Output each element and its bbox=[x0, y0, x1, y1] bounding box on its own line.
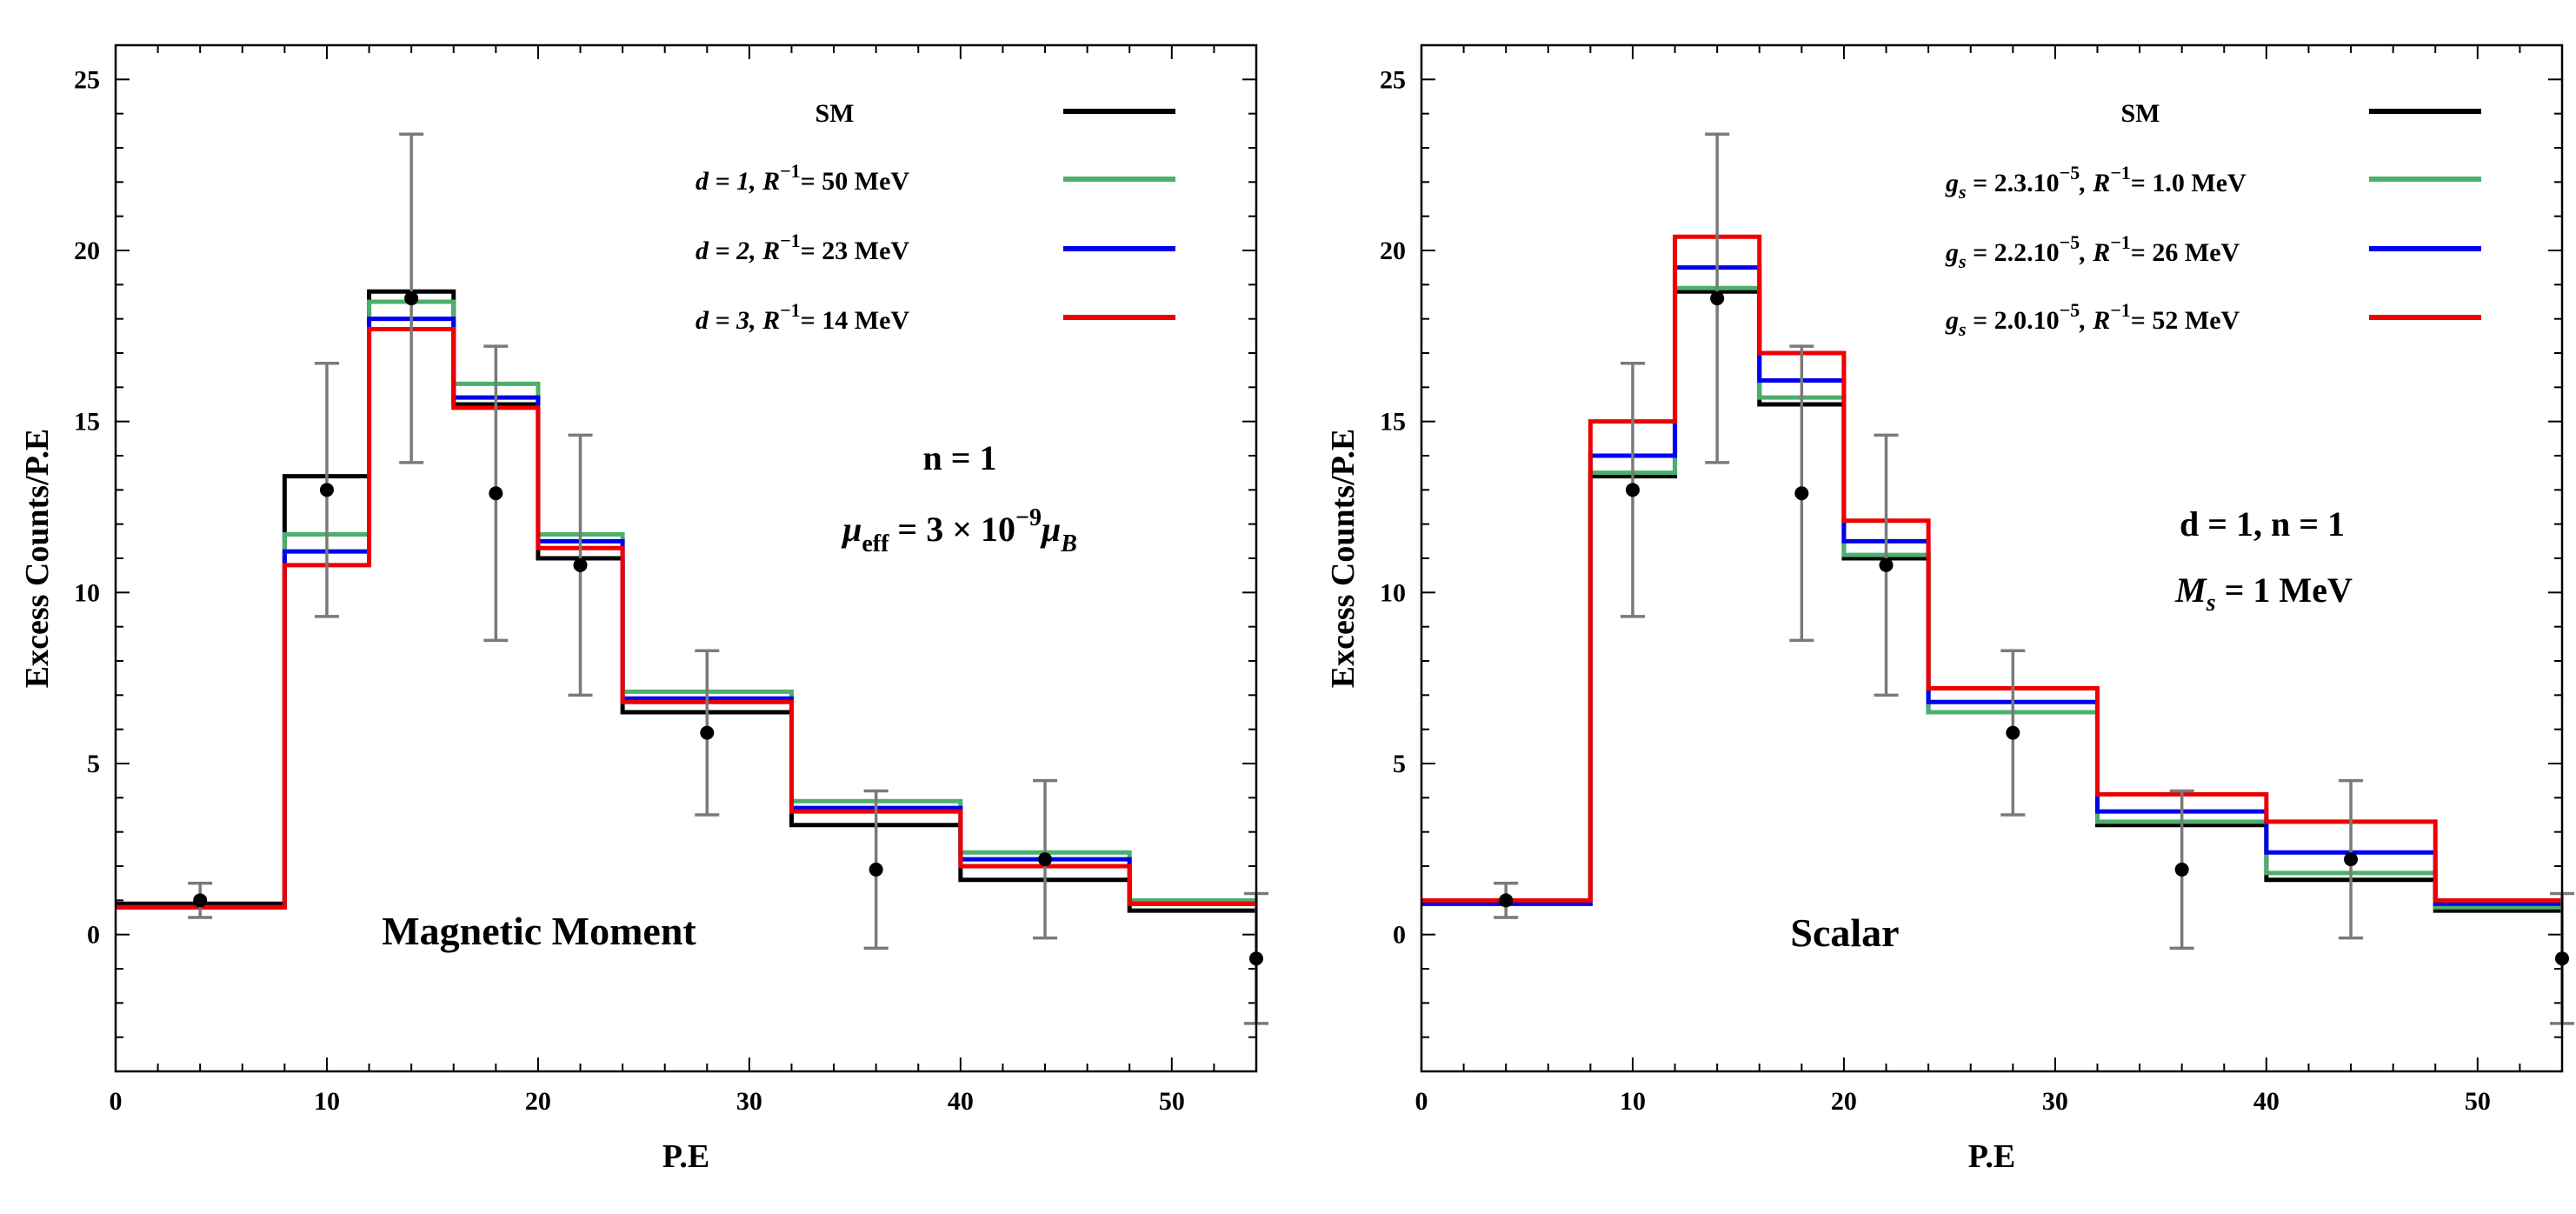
left-data-point bbox=[573, 557, 588, 572]
right-x-tick-label: 30 bbox=[2042, 1087, 2068, 1116]
left-series-layer bbox=[116, 289, 1256, 913]
right-annotation-ms: Ms = 1 MeV bbox=[2174, 570, 2353, 617]
left-data-point bbox=[869, 862, 883, 877]
left-data-point bbox=[193, 893, 208, 908]
right-y-tick-label: 20 bbox=[1380, 237, 1406, 265]
right-legend-label-gs3: gs = 2.0.10−5, R−1= 52 MeV bbox=[1945, 299, 2240, 340]
left-x-tick-label: 20 bbox=[525, 1087, 551, 1116]
right-data-point bbox=[1499, 893, 1514, 908]
left-y-tick-label: 0 bbox=[87, 921, 100, 950]
right-legend-label-sm: SM bbox=[2121, 99, 2160, 128]
right-x-tick-label: 10 bbox=[1620, 1087, 1646, 1116]
left-y-tick-label: 5 bbox=[87, 750, 100, 778]
left-data-point bbox=[319, 483, 334, 497]
right-data-points-layer bbox=[1494, 132, 2574, 1025]
left-x-axis-title: P.E bbox=[662, 1138, 710, 1175]
left-y-tick-label: 25 bbox=[74, 65, 100, 94]
left-annotation-n: n = 1 bbox=[922, 438, 996, 477]
right-y-tick-label: 10 bbox=[1380, 578, 1406, 607]
left-legend: SM d = 1, R−1= 50 MeV d = 2, R−1= 23 MeV… bbox=[696, 99, 1175, 335]
left-y-tick-label: 15 bbox=[74, 408, 100, 437]
right-data-point bbox=[1710, 291, 1725, 306]
right-y-tick-label: 5 bbox=[1393, 750, 1406, 778]
left-x-tick-label: 30 bbox=[736, 1087, 762, 1116]
right-legend: SM gs = 2.3.10−5, R−1= 1.0 MeV gs = 2.2.… bbox=[1945, 99, 2481, 340]
right-y-tick-label: 25 bbox=[1380, 65, 1406, 94]
left-chart-title: Magnetic Moment bbox=[382, 909, 696, 953]
right-x-tick-label: 40 bbox=[2253, 1087, 2280, 1116]
right-data-point bbox=[1625, 483, 1640, 497]
left-x-tick-label: 50 bbox=[1159, 1087, 1185, 1116]
right-data-point bbox=[2344, 852, 2359, 867]
right-y-tick-label: 15 bbox=[1380, 408, 1406, 437]
left-x-tick-label: 0 bbox=[110, 1087, 123, 1116]
left-data-point bbox=[700, 725, 715, 740]
right-y-tick-label: 0 bbox=[1393, 921, 1406, 950]
right-data-point bbox=[1879, 557, 1894, 572]
left-legend-label-d1: d = 1, R−1= 50 MeV bbox=[696, 160, 909, 196]
left-chart-panel: 0 10 20 30 40 50 0 5 10 15 20 25 P.E Excess Counts/… bbox=[19, 43, 1268, 1175]
right-legend-label-gs1: gs = 2.3.10−5, R−1= 1.0 MeV bbox=[1945, 162, 2247, 203]
right-x-tick-label: 20 bbox=[1831, 1087, 1857, 1116]
right-series-layer bbox=[1421, 234, 2562, 913]
left-data-point bbox=[489, 486, 503, 501]
left-x-tick-label: 10 bbox=[314, 1087, 340, 1116]
right-x-tick-label: 0 bbox=[1415, 1087, 1428, 1116]
right-x-tick-label: 50 bbox=[2465, 1087, 2491, 1116]
left-annotation-mu-eff: μeff = 3 × 10−9μB bbox=[841, 504, 1077, 557]
left-legend-label-d3: d = 3, R−1= 14 MeV bbox=[696, 299, 909, 335]
right-y-axis-title: Excess Counts/P.E bbox=[1325, 429, 1361, 688]
left-y-tick-label: 20 bbox=[74, 237, 100, 265]
right-ticks-layer: 0 10 20 30 40 50 0 5 10 15 20 25 bbox=[1380, 44, 2563, 1116]
right-x-axis-title: P.E bbox=[1968, 1138, 2016, 1175]
left-plot-frame bbox=[114, 43, 1258, 1073]
right-chart-panel: 0 10 20 30 40 50 0 5 10 15 20 25 P.E Excess Counts/… bbox=[1325, 43, 2574, 1175]
right-series-3 bbox=[1421, 234, 2562, 903]
right-chart-title: Scalar bbox=[1790, 910, 1899, 955]
left-data-point bbox=[404, 291, 419, 306]
right-plot-frame bbox=[1420, 43, 2564, 1073]
right-data-point bbox=[1794, 486, 1809, 501]
right-annotation-d-n: d = 1, n = 1 bbox=[2180, 504, 2345, 544]
left-y-axis-title: Excess Counts/P.E bbox=[19, 429, 56, 688]
left-ticks-layer: 0 10 20 30 40 50 0 5 10 15 20 25 bbox=[74, 44, 1257, 1116]
left-legend-label-d2: d = 2, R−1= 23 MeV bbox=[696, 230, 909, 265]
left-legend-label-sm: SM bbox=[815, 99, 855, 128]
left-data-point bbox=[1038, 852, 1053, 867]
left-x-tick-label: 40 bbox=[948, 1087, 974, 1116]
right-legend-label-gs2: gs = 2.2.10−5, R−1= 26 MeV bbox=[1945, 231, 2240, 272]
left-data-points-layer bbox=[188, 132, 1268, 1025]
left-series-3 bbox=[116, 326, 1256, 910]
right-data-point bbox=[2174, 862, 2189, 877]
right-data-point bbox=[2006, 725, 2020, 740]
left-y-tick-label: 10 bbox=[74, 578, 100, 607]
